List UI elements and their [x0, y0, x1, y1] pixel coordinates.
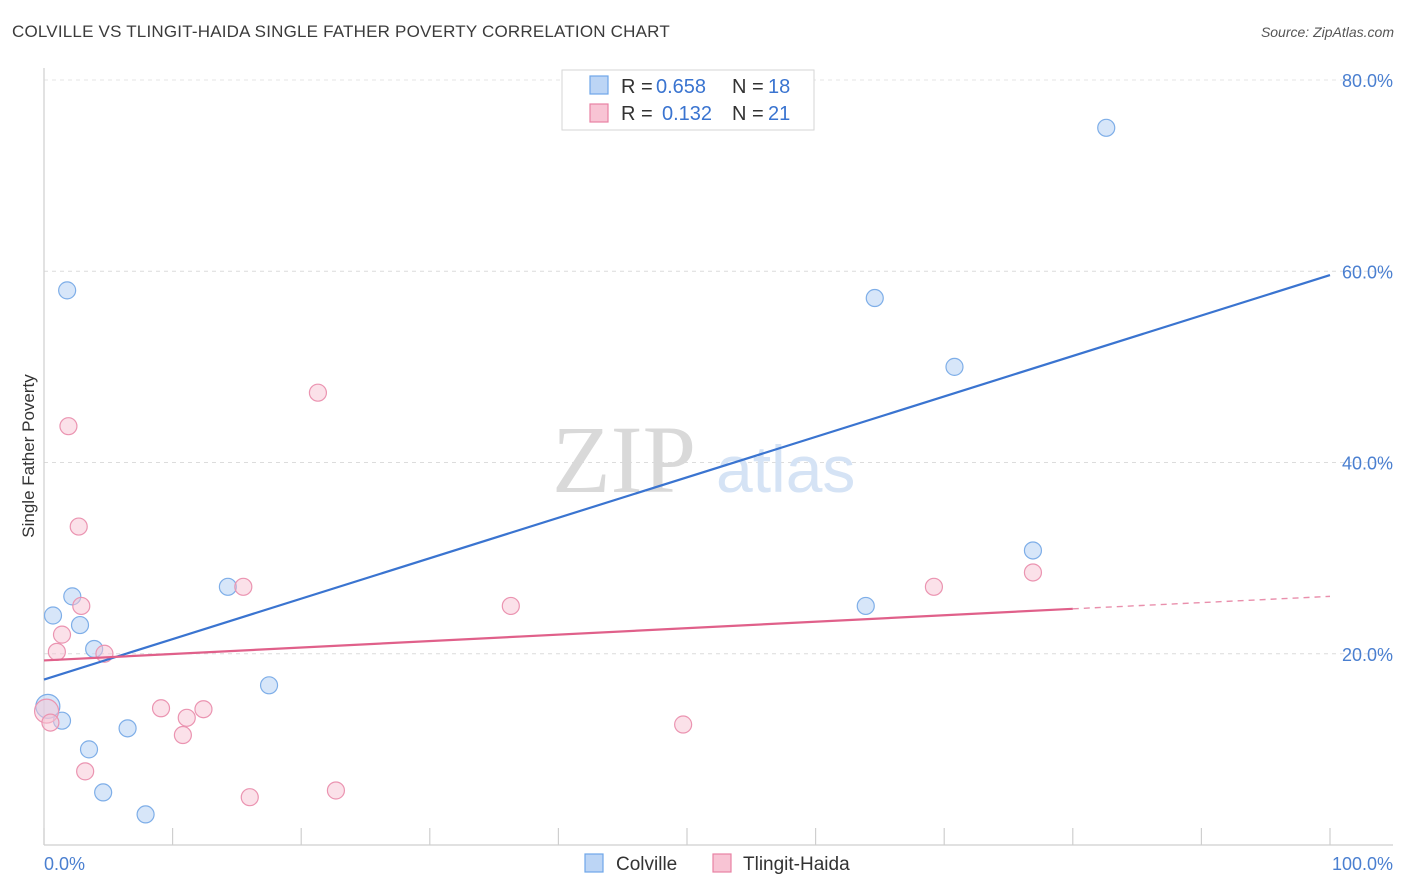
trend-line-colville [43, 274, 1331, 681]
y-tick-label-40: 40.0% [1342, 454, 1393, 474]
point-colville-16 [1023, 541, 1043, 560]
x-tick-label-min: 0.0% [44, 854, 85, 874]
point-tlingit-haida-12 [194, 700, 213, 719]
point-colville-8 [94, 783, 113, 802]
y-tick-label-60: 60.0% [1342, 262, 1393, 282]
legend-r-value-colville: 0.658 [656, 76, 706, 98]
point-colville-6 [79, 740, 99, 759]
point-tlingit-haida-16 [326, 781, 346, 800]
bottom-legend-swatch-tlingit-haida [712, 853, 732, 873]
point-tlingit-haida-6 [72, 596, 91, 616]
legend-n-label-tlingit-haida: N = [732, 103, 764, 125]
watermark-atlas: atlas [716, 432, 855, 506]
point-colville-3 [58, 281, 77, 300]
bottom-legend-swatch-colville [584, 853, 604, 873]
point-tlingit-haida-15 [308, 383, 328, 402]
point-colville-1 [43, 606, 63, 625]
legend-n-label-colville: N = [732, 76, 764, 98]
y-axis-title: Single Father Poverty [19, 374, 38, 538]
source-label: Source: ZipAtlas.com [1260, 24, 1394, 40]
trend-line-extension-tlingit-haida [1072, 595, 1331, 610]
point-tlingit-haida-20 [1023, 563, 1043, 582]
y-tick-labels: 20.0% 40.0% 60.0% 80.0% [1342, 71, 1393, 665]
data-points [33, 118, 1116, 824]
point-colville-12 [259, 676, 279, 695]
point-colville-15 [945, 357, 964, 376]
point-tlingit-haida-2 [47, 642, 66, 661]
point-tlingit-haida-13 [234, 577, 253, 596]
point-colville-14 [865, 288, 884, 308]
bottom-legend: Colville Tlingit-Haida [584, 853, 850, 875]
legend-box: R = 0.658 N = 18 R = 0.132 N = 21 [561, 69, 815, 131]
grid-lines [44, 79, 1393, 655]
watermark: ZIP atlas [552, 406, 855, 513]
legend-r-label-colville: R = [621, 76, 653, 98]
point-tlingit-haida-7 [76, 762, 95, 781]
bottom-legend-label-tlingit-haida: Tlingit-Haida [743, 854, 850, 875]
point-tlingit-haida-11 [177, 708, 196, 727]
point-tlingit-haida-3 [52, 625, 72, 644]
point-colville-9 [118, 719, 137, 738]
point-tlingit-haida-18 [674, 715, 693, 734]
legend-swatch-colville [589, 75, 609, 95]
chart-title: COLVILLE VS TLINGIT-HAIDA SINGLE FATHER … [12, 22, 670, 41]
point-tlingit-haida-9 [151, 699, 171, 718]
point-colville-5 [70, 615, 90, 635]
point-tlingit-haida-1 [41, 713, 60, 732]
y-tick-label-20: 20.0% [1342, 645, 1393, 665]
x-tick-label-max: 100.0% [1332, 854, 1393, 874]
legend-n-value-colville: 18 [768, 76, 790, 98]
legend-r-value-tlingit-haida: 0.132 [662, 103, 712, 125]
point-tlingit-haida-14 [240, 788, 259, 807]
y-tick-label-80: 80.0% [1342, 71, 1393, 91]
legend-n-value-tlingit-haida: 21 [768, 103, 790, 125]
point-colville-17 [1097, 118, 1116, 137]
point-colville-10 [136, 805, 155, 824]
legend-swatch-tlingit-haida [589, 103, 609, 123]
point-tlingit-haida-5 [69, 517, 88, 536]
watermark-zip: ZIP [552, 406, 696, 513]
x-tick-labels: 0.0% 100.0% [44, 854, 1393, 874]
point-tlingit-haida-17 [501, 596, 520, 616]
legend-r-label-tlingit-haida: R = [621, 103, 653, 125]
bottom-legend-label-colville: Colville [616, 854, 677, 875]
point-colville-13 [856, 596, 875, 616]
point-tlingit-haida-4 [59, 417, 78, 436]
trend-lines [43, 274, 1331, 681]
point-colville-11 [218, 577, 237, 596]
point-tlingit-haida-10 [173, 725, 192, 745]
trend-line-tlingit-haida [43, 607, 1073, 662]
point-tlingit-haida-19 [924, 577, 944, 596]
